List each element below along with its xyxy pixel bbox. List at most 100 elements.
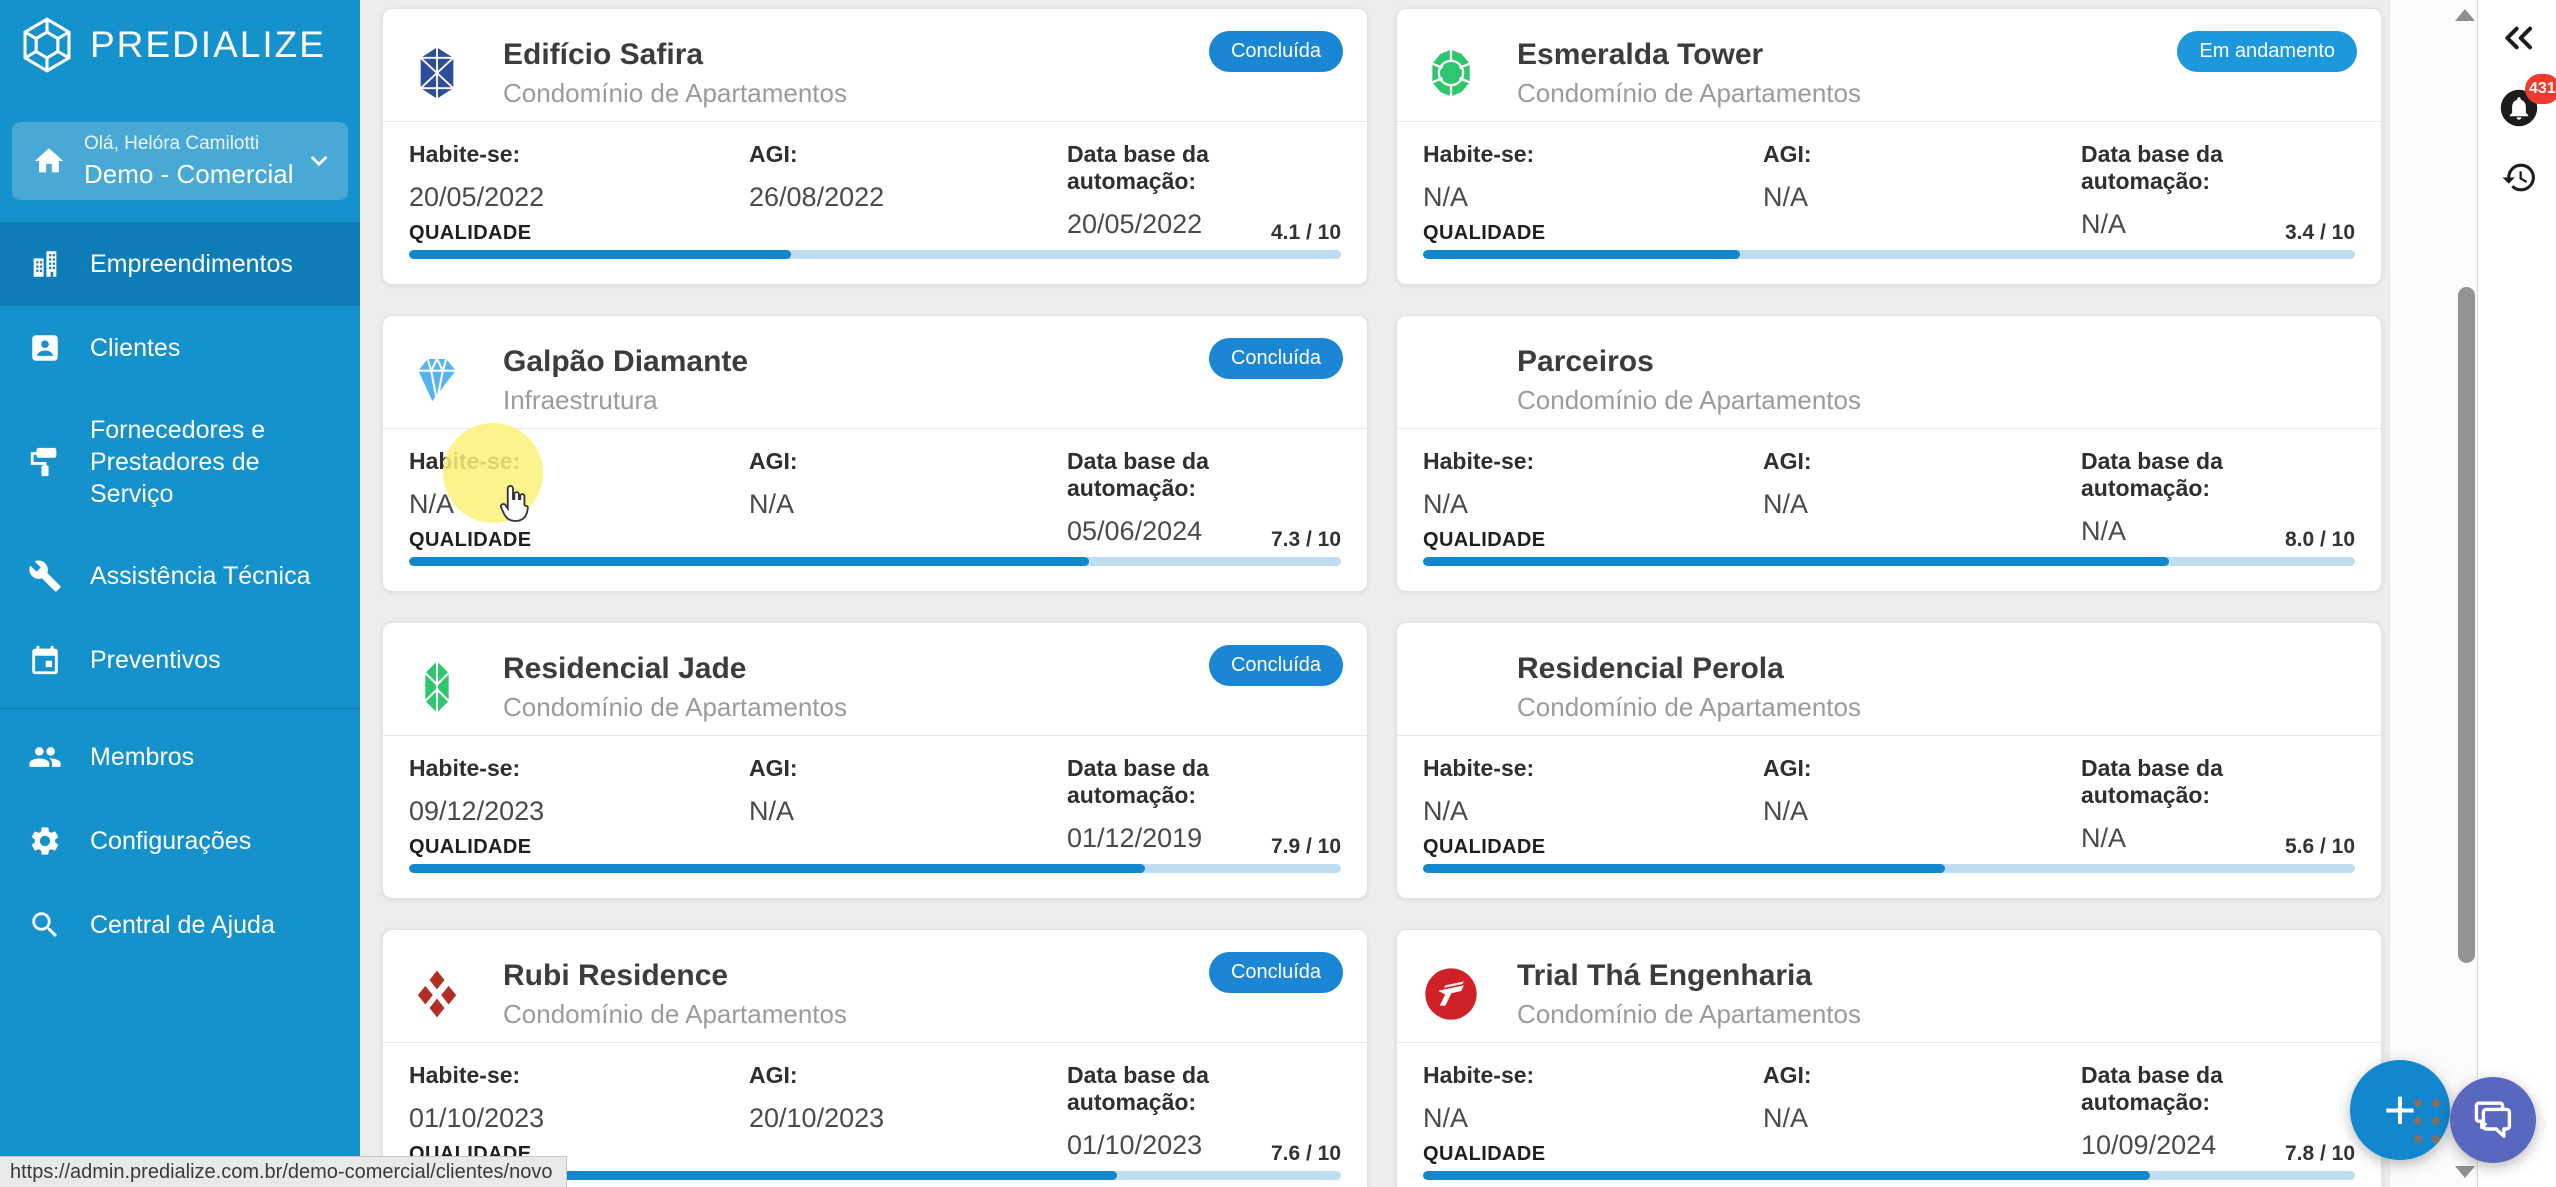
property-card-edificio-safira[interactable]: Edifício Safira Condomínio de Apartament… bbox=[382, 8, 1368, 285]
habite-se-label: Habite-se: bbox=[409, 755, 521, 781]
gear-icon bbox=[28, 824, 62, 858]
property-title: Edifício Safira bbox=[503, 38, 704, 71]
chat-button[interactable] bbox=[2450, 1077, 2536, 1163]
habite-se-value: 01/10/2023 bbox=[409, 1103, 545, 1133]
card-header: Edifício Safira Condomínio de Apartament… bbox=[383, 9, 1367, 115]
tha-logo-icon bbox=[1423, 966, 1479, 1022]
history-icon[interactable] bbox=[2501, 159, 2538, 196]
wrench-icon bbox=[28, 559, 62, 593]
search-icon bbox=[28, 908, 62, 942]
card-header: Residencial Jade Condomínio de Apartamen… bbox=[383, 623, 1367, 729]
habite-se-label: Habite-se: bbox=[409, 1062, 521, 1088]
card-fields: Habite-se: N/A AGI: N/A Data base da aut… bbox=[1423, 755, 2355, 854]
quality-label: QUALIDADE bbox=[409, 529, 532, 551]
account-switcher[interactable]: Olá, Helóra Camilotti Demo - Comercial bbox=[12, 122, 348, 200]
quality-progress-bar bbox=[1423, 1171, 2355, 1180]
scroll-up-arrow-icon[interactable] bbox=[2455, 9, 2475, 21]
card-header: Parceiros Condomínio de Apartamentos bbox=[1397, 316, 2381, 422]
status-badge: Concluída bbox=[1208, 31, 1343, 72]
card-divider bbox=[383, 121, 1367, 122]
property-title: Esmeralda Tower bbox=[1517, 38, 1764, 71]
quality-label: QUALIDADE bbox=[1423, 222, 1546, 244]
data-base-label: Data base da automação: bbox=[1067, 448, 1209, 501]
status-badge: Concluída bbox=[1208, 338, 1343, 379]
status-badge: Concluída bbox=[1208, 952, 1343, 993]
quality-score: 8.0 / 10 bbox=[2284, 528, 2355, 551]
add-button[interactable]: + bbox=[2350, 1060, 2450, 1160]
quality-score: 7.9 / 10 bbox=[1270, 835, 1341, 858]
property-card-residencial-perola[interactable]: Residencial Perola Condomínio de Apartam… bbox=[1396, 622, 2382, 899]
calendar-icon bbox=[28, 643, 62, 677]
sidebar-item-membros[interactable]: Membros bbox=[0, 715, 360, 799]
client-badge-icon bbox=[28, 331, 62, 365]
quality-progress-bar bbox=[409, 864, 1341, 873]
quality-progress-bar bbox=[409, 557, 1341, 566]
collapse-panel-icon[interactable] bbox=[2502, 22, 2534, 52]
agi-label: AGI: bbox=[749, 141, 798, 167]
status-badge: Concluída bbox=[1208, 645, 1343, 686]
sidebar-item-clientes[interactable]: Clientes bbox=[0, 306, 360, 390]
quality-label: QUALIDADE bbox=[409, 222, 532, 244]
habite-se-value: N/A bbox=[409, 489, 455, 519]
notification-count-badge: 431 bbox=[2525, 74, 2556, 104]
card-fields: Habite-se: 09/12/2023 AGI: N/A Data base… bbox=[409, 755, 1341, 854]
sidebar-item-preventivos[interactable]: Preventivos bbox=[0, 618, 360, 702]
property-card-esmeralda-tower[interactable]: Esmeralda Tower Condomínio de Apartament… bbox=[1396, 8, 2382, 285]
vertical-scrollbar[interactable] bbox=[2458, 287, 2475, 963]
agi-label: AGI: bbox=[1763, 141, 1812, 167]
property-title: Residencial Jade bbox=[503, 652, 747, 685]
habite-se-value: N/A bbox=[1423, 182, 1469, 212]
property-title: Rubi Residence bbox=[503, 959, 729, 992]
sidebar-item-configuracoes[interactable]: Configurações bbox=[0, 799, 360, 883]
card-fields: Habite-se: N/A AGI: N/A Data base da aut… bbox=[1423, 448, 2355, 547]
property-card-residencial-jade[interactable]: Residencial Jade Condomínio de Apartamen… bbox=[382, 622, 1368, 899]
scroll-down-arrow-icon[interactable] bbox=[2455, 1166, 2475, 1178]
sidebar-nav: Empreendimentos Clientes Fornecedores e … bbox=[0, 222, 360, 967]
account-name: Demo - Comercial bbox=[84, 158, 294, 189]
data-base-value: N/A bbox=[2081, 209, 2127, 239]
emerald-gem-icon bbox=[1423, 45, 1479, 101]
ruby-gem-icon bbox=[409, 966, 465, 1022]
quality-score: 3.4 / 10 bbox=[2284, 221, 2355, 244]
agi-value: 20/10/2023 bbox=[749, 1103, 885, 1133]
data-base-value: N/A bbox=[2081, 516, 2127, 546]
sidebar-item-fornecedores-e-prestadores-de-servico[interactable]: Fornecedores e Prestadores de Serviço bbox=[0, 390, 360, 534]
quality-progress-fill bbox=[1423, 1171, 2150, 1180]
card-divider bbox=[1397, 428, 2381, 429]
property-title: Galpão Diamante bbox=[503, 345, 749, 378]
property-icon-placeholder bbox=[1423, 352, 1479, 408]
data-base-label: Data base da automação: bbox=[2081, 141, 2223, 194]
quality-progress-bar bbox=[1423, 250, 2355, 259]
agi-value: N/A bbox=[749, 796, 795, 826]
agi-label: AGI: bbox=[1763, 1062, 1812, 1088]
property-card-parceiros[interactable]: Parceiros Condomínio de Apartamentos Hab… bbox=[1396, 315, 2382, 592]
quality-progress-bar bbox=[1423, 557, 2355, 566]
property-card-trial-tha-engenharia[interactable]: Trial Thá Engenharia Condomínio de Apart… bbox=[1396, 929, 2382, 1187]
quality-progress-fill bbox=[409, 557, 1090, 566]
sapphire-gem-icon bbox=[409, 45, 465, 101]
sidebar-item-empreendimentos[interactable]: Empreendimentos bbox=[0, 222, 360, 306]
status-bar-url: https://admin.predialize.com.br/demo-com… bbox=[10, 1160, 553, 1183]
paint-roller-icon bbox=[28, 445, 62, 479]
cube-logo-icon bbox=[16, 14, 78, 76]
habite-se-value: N/A bbox=[1423, 796, 1469, 826]
property-type: Condomínio de Apartamentos bbox=[1517, 78, 1861, 108]
sidebar-item-central-de-ajuda[interactable]: Central de Ajuda bbox=[0, 883, 360, 967]
property-card-galpao-diamante[interactable]: Galpão Diamante Infraestrutura Concluída… bbox=[382, 315, 1368, 592]
agi-value: N/A bbox=[1763, 489, 1809, 519]
main-content: Edifício Safira Condomínio de Apartament… bbox=[360, 0, 2390, 1187]
data-base-label: Data base da automação: bbox=[1067, 141, 1209, 194]
data-base-label: Data base da automação: bbox=[2081, 1062, 2223, 1115]
agi-label: AGI: bbox=[1763, 755, 1812, 781]
card-divider bbox=[383, 1042, 1367, 1043]
sidebar-item-assistencia-tecnica[interactable]: Assistência Técnica bbox=[0, 534, 360, 618]
home-icon bbox=[32, 144, 66, 178]
agi-value: N/A bbox=[1763, 796, 1809, 826]
property-card-rubi-residence[interactable]: Rubi Residence Condomínio de Apartamento… bbox=[382, 929, 1368, 1187]
property-title: Residencial Perola bbox=[1517, 652, 1784, 685]
data-base-label: Data base da automação: bbox=[2081, 448, 2223, 501]
status-badge: Em andamento bbox=[2177, 31, 2357, 72]
data-base-value: 10/09/2024 bbox=[2081, 1130, 2217, 1160]
agi-label: AGI: bbox=[749, 755, 798, 781]
